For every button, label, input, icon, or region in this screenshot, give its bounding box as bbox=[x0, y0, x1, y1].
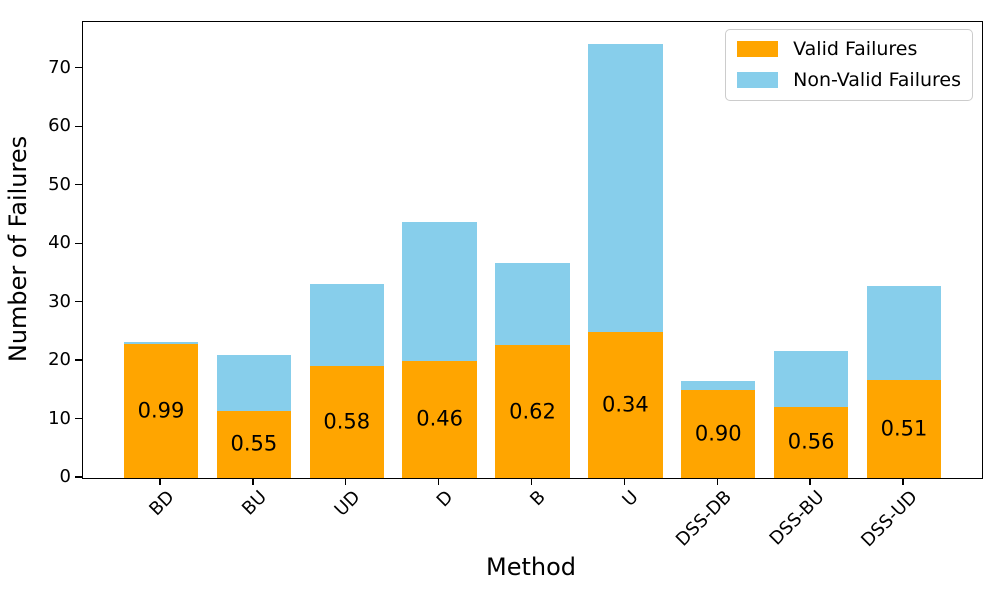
x-tick-mark bbox=[623, 478, 626, 485]
y-tick-mark bbox=[75, 300, 82, 303]
bar-group-U: 0.34 bbox=[588, 43, 663, 478]
y-tick-label: 60 bbox=[48, 115, 71, 137]
y-tick-mark bbox=[75, 476, 82, 478]
y-tick-mark bbox=[75, 359, 82, 361]
y-tick-label: 20 bbox=[48, 349, 71, 371]
bar-segment-valid bbox=[495, 345, 570, 478]
x-tick-mark bbox=[345, 478, 347, 485]
y-tick-label: 40 bbox=[48, 232, 71, 254]
bar-group-BD: 0.99 bbox=[123, 342, 199, 478]
x-tick-mark bbox=[809, 478, 811, 485]
x-tick-label-DSS-DB: DSS-DB bbox=[671, 486, 736, 551]
bar-segment-valid bbox=[773, 406, 849, 478]
legend-entry-valid-failures: Valid Failures bbox=[737, 39, 961, 60]
legend-label-valid-failures: Valid Failures bbox=[793, 38, 918, 60]
bar-group-UD: 0.58 bbox=[309, 283, 384, 478]
legend-swatch-valid-failures-icon bbox=[737, 41, 779, 58]
bar-segment-valid bbox=[588, 331, 663, 478]
bar-segment-valid bbox=[866, 380, 942, 478]
y-tick-mark bbox=[75, 125, 82, 127]
x-tick-mark bbox=[437, 478, 440, 485]
bar-group-D: 0.46 bbox=[402, 221, 477, 478]
y-tick-label: 10 bbox=[48, 407, 71, 429]
x-tick-label-B: B bbox=[526, 486, 550, 511]
y-tick-mark bbox=[75, 417, 82, 420]
bar-group-DSS-UD: 0.51 bbox=[866, 286, 942, 478]
x-tick-label-U: U bbox=[618, 486, 643, 511]
bar-segment-valid bbox=[216, 410, 292, 478]
y-tick-mark bbox=[75, 184, 82, 186]
bar-group-B: 0.62 bbox=[495, 263, 570, 478]
bar-value-label: 0.62 bbox=[509, 399, 556, 424]
x-tick-label-DSS-UD: DSS-UD bbox=[856, 486, 922, 552]
legend-entry-non-valid-failures: Non-Valid Failures bbox=[737, 68, 961, 91]
bar-value-label: 0.34 bbox=[601, 392, 649, 417]
x-tick-mark bbox=[159, 478, 161, 485]
legend-label-non-valid-failures: Non-Valid Failures bbox=[793, 68, 961, 91]
legend: Valid Failures Non-Valid Failures bbox=[725, 29, 973, 101]
x-axis-label: Method bbox=[485, 553, 577, 581]
y-tick-label: 70 bbox=[48, 56, 71, 78]
x-tick-mark bbox=[716, 478, 718, 485]
x-tick-mark bbox=[530, 478, 533, 485]
bar-value-label: 0.55 bbox=[230, 431, 278, 456]
x-tick-mark bbox=[252, 478, 254, 485]
bar-group-DSS-DB: 0.90 bbox=[681, 380, 756, 478]
y-tick-label: 30 bbox=[48, 290, 71, 312]
x-tick-label-DSS-BU: DSS-BU bbox=[765, 486, 829, 550]
bar-group-DSS-BU: 0.56 bbox=[773, 351, 849, 478]
x-tick-label-BU: BU bbox=[238, 486, 272, 520]
bar-value-label: 0.56 bbox=[787, 429, 835, 454]
plot-area: 0.99 0.55 0.58 0.46 0.62 0.34 0.90 0.56 0.51 Val… bbox=[82, 21, 983, 479]
bar-value-label: 0.46 bbox=[416, 406, 463, 431]
bar-segment-valid bbox=[309, 365, 384, 478]
x-tick-mark bbox=[902, 478, 904, 485]
bar-value-label: 0.99 bbox=[137, 398, 185, 423]
bar-value-label: 0.90 bbox=[694, 421, 742, 446]
x-tick-label-D: D bbox=[432, 486, 458, 512]
y-axis-label: Number of Failures bbox=[4, 135, 32, 363]
bar-segment-valid bbox=[123, 344, 199, 478]
y-tick-mark bbox=[75, 67, 82, 69]
y-tick-label: 0 bbox=[59, 466, 71, 487]
bar-value-label: 0.58 bbox=[323, 409, 371, 434]
x-tick-label-BD: BD bbox=[145, 486, 179, 520]
y-tick-label: 50 bbox=[48, 173, 71, 195]
legend-swatch-non-valid-failures-icon bbox=[737, 72, 779, 89]
bar-value-label: 0.51 bbox=[880, 416, 928, 441]
bar-segment-valid bbox=[402, 360, 477, 478]
x-tick-label-UD: UD bbox=[330, 486, 365, 521]
bar-segment-valid bbox=[681, 390, 756, 478]
y-tick-mark bbox=[75, 242, 82, 244]
bar-group-BU: 0.55 bbox=[216, 355, 292, 478]
